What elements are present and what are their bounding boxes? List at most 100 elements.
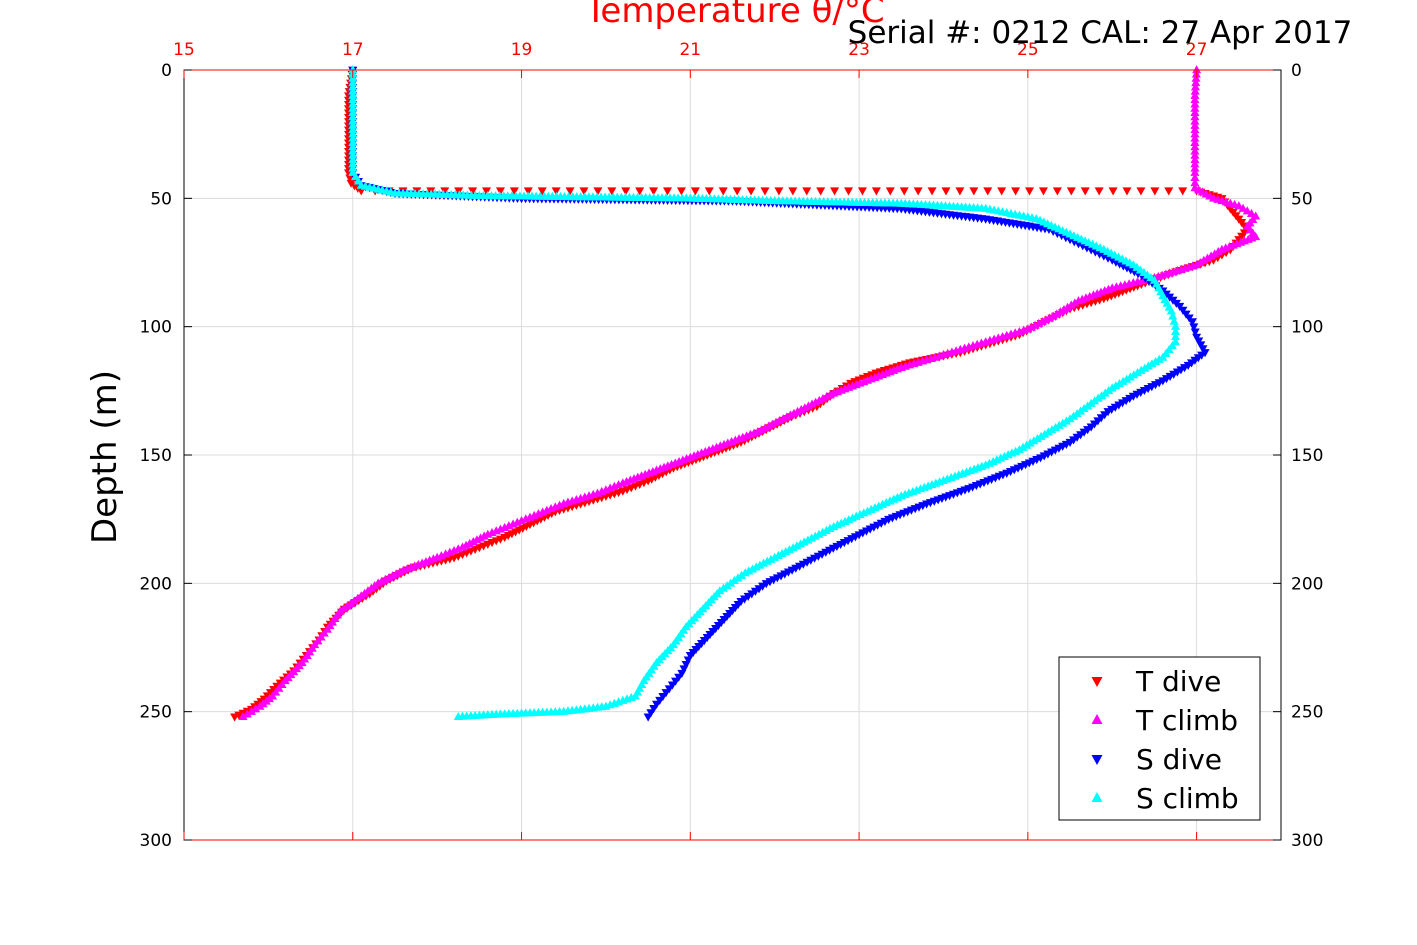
data-point [941, 187, 951, 196]
data-point [523, 187, 533, 196]
legend: T dive T climb S dive S climb [1058, 656, 1261, 821]
data-point [1011, 187, 1021, 196]
data-point [676, 187, 686, 196]
data-point [760, 187, 770, 196]
data-point [635, 187, 645, 196]
data-point [1190, 125, 1200, 134]
data-point [453, 711, 463, 721]
x-tick-label-top: 27 [1186, 40, 1208, 60]
data-point [1190, 116, 1200, 125]
legend-box [1058, 656, 1261, 821]
data-point [1176, 366, 1186, 375]
legend-label: T dive [1135, 665, 1221, 698]
data-point [871, 187, 881, 196]
data-point [255, 701, 265, 710]
data-point [537, 187, 547, 196]
data-point [1234, 201, 1244, 210]
data-point [1190, 154, 1200, 164]
x-tick-label-top: 23 [848, 40, 870, 60]
data-point [1190, 103, 1200, 112]
data-point [746, 187, 756, 196]
data-point [802, 187, 812, 196]
data-point [1190, 150, 1200, 159]
y-tick-label-left: 200 [140, 574, 172, 594]
data-point [348, 77, 358, 87]
data-point [983, 187, 993, 196]
data-point [1136, 187, 1146, 196]
legend-label: T climb [1135, 704, 1238, 737]
data-point [649, 705, 659, 714]
data-point [1107, 405, 1117, 415]
data-point [1066, 187, 1076, 196]
data-point [1190, 328, 1200, 337]
x-tick-label-top: 25 [1017, 40, 1039, 60]
data-point [468, 187, 478, 196]
data-point [1128, 392, 1138, 401]
data-point [348, 146, 358, 155]
data-point [1190, 129, 1200, 138]
data-point [593, 187, 603, 196]
data-points [230, 65, 1261, 722]
data-point [1080, 187, 1090, 196]
data-point [1172, 368, 1182, 377]
data-point [1178, 187, 1188, 196]
data-point [1150, 187, 1160, 196]
data-point [348, 163, 358, 172]
data-point [732, 187, 742, 196]
y-tick-label-right: 200 [1291, 574, 1323, 594]
y-tick-label-right: 300 [1291, 831, 1323, 851]
data-point [1190, 178, 1200, 187]
data-point [1192, 65, 1202, 74]
data-point [348, 99, 358, 108]
data-point [649, 187, 659, 196]
data-point [348, 107, 358, 117]
data-point [247, 706, 257, 715]
data-point [1183, 361, 1193, 371]
data-point [1025, 187, 1035, 196]
data-point [643, 713, 653, 722]
data-point [579, 187, 589, 196]
data-point [1038, 187, 1048, 196]
data-point [1190, 163, 1200, 172]
data-point [646, 709, 656, 718]
data-point [1171, 332, 1181, 341]
data-point [348, 154, 358, 164]
serial-cal-label: Serial #: 0212 CAL: 27 Apr 2017 [848, 15, 1353, 51]
data-point [685, 651, 695, 661]
data-point [1166, 306, 1176, 315]
data-point [857, 187, 867, 196]
legend-marker [1091, 792, 1103, 802]
data-point [348, 103, 358, 112]
data-point [348, 86, 358, 95]
data-point [1190, 133, 1200, 142]
data-point [348, 65, 358, 74]
data-point [1180, 364, 1190, 373]
y-axis-label: Depth (m) [85, 370, 125, 544]
data-point [1190, 86, 1200, 95]
y-tick-label-left: 150 [140, 446, 172, 466]
data-point [788, 187, 798, 196]
data-point [348, 142, 358, 151]
y-tick-label-left: 250 [140, 703, 172, 723]
data-point [1187, 318, 1197, 327]
data-point [1189, 323, 1199, 332]
data-point [1122, 187, 1132, 196]
data-point [1161, 375, 1171, 384]
x-tick-label-top: 17 [342, 40, 364, 60]
x-tick-label-top: 19 [511, 40, 533, 60]
series-t-climb [238, 65, 1261, 721]
data-point [652, 700, 662, 709]
data-point [913, 187, 923, 196]
data-point [1190, 120, 1200, 129]
data-point [969, 187, 979, 196]
series-t-dive [230, 66, 1252, 722]
y-tick-label-left: 0 [161, 61, 172, 81]
data-point [1165, 372, 1175, 382]
data-point [238, 711, 248, 721]
data-point [679, 665, 689, 674]
data-point [899, 187, 909, 196]
data-point [718, 187, 728, 196]
data-point [1190, 167, 1200, 176]
data-point [816, 187, 826, 196]
data-point [846, 379, 856, 388]
